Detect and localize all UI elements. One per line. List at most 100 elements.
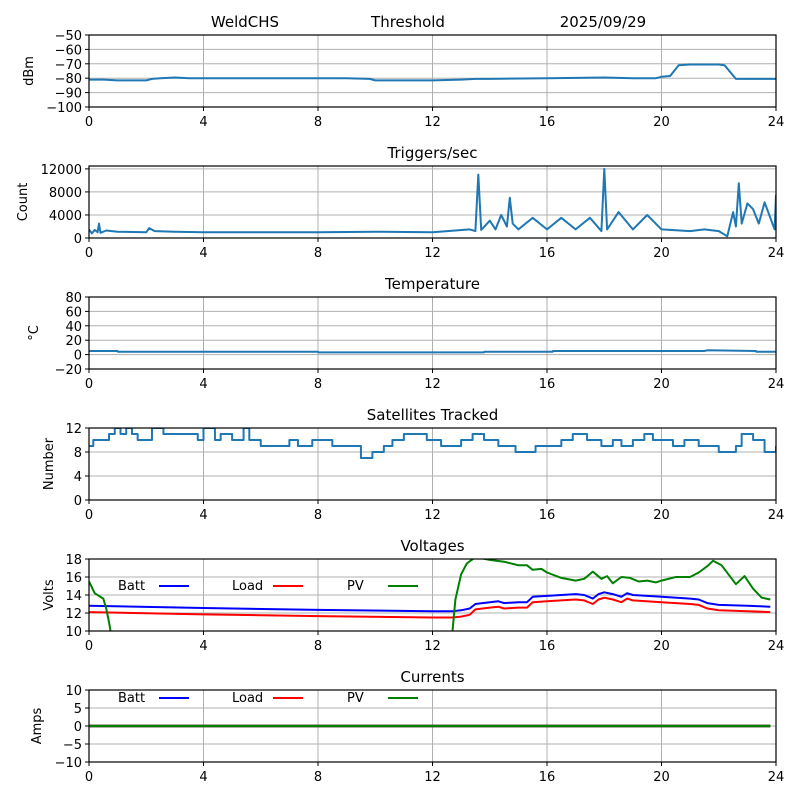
x-tick-label: 16 xyxy=(539,770,556,785)
panel-voltages: 0 4 8 12 16 20 24 10 12 14 16 18 Volts Voltages Batt Lo… xyxy=(42,537,784,654)
station-name: WeldCHS xyxy=(211,13,279,31)
x-tick-label: 8 xyxy=(314,377,322,392)
y-tick-label: 0 xyxy=(74,494,82,509)
legend-label-load: Load xyxy=(232,691,263,706)
y-tick-label: 60 xyxy=(65,305,82,320)
x-tick-label: 24 xyxy=(768,770,785,785)
panel-title: Satellites Tracked xyxy=(367,406,498,424)
y-tick-label: 4 xyxy=(74,470,82,485)
y-axis-label: °C xyxy=(27,325,42,341)
legend: Batt Load PV xyxy=(118,691,418,706)
y-tick-label: 5 xyxy=(74,702,82,717)
y-tick-label: −90 xyxy=(55,87,82,102)
x-tick-label: 20 xyxy=(653,377,670,392)
trigger-mode: Threshold xyxy=(370,13,445,31)
y-tick-label: 8000 xyxy=(49,186,82,201)
panel-currents: 0 4 8 12 16 20 24 −10 −5 0 5 10 Amps Currents Batt Load… xyxy=(30,668,784,785)
panel-title: Triggers/sec xyxy=(387,144,478,162)
x-tick-label: 12 xyxy=(424,246,441,261)
y-tick-label: 12 xyxy=(65,422,82,437)
x-tick-label: 0 xyxy=(85,508,93,523)
panel-title: Temperature xyxy=(384,275,480,293)
x-tick-label: 12 xyxy=(424,377,441,392)
y-tick-label: 0 xyxy=(74,349,82,364)
x-tick-label: 0 xyxy=(85,770,93,785)
y-tick-label: −5 xyxy=(63,738,82,753)
y-tick-label: 14 xyxy=(65,589,82,604)
legend-label-load: Load xyxy=(232,579,263,594)
x-tick-label: 24 xyxy=(768,115,785,130)
x-tick-label: 8 xyxy=(314,508,322,523)
y-axis-label: Number xyxy=(42,437,57,490)
y-tick-label: −50 xyxy=(55,29,82,44)
panel-signal: 0 4 8 12 16 20 24 −100−90−80−70−60−50 dBm xyxy=(22,29,784,130)
figure-header: WeldCHS Threshold 2025/09/29 xyxy=(211,13,646,31)
legend: Batt Load PV xyxy=(118,579,418,594)
y-tick-label: −60 xyxy=(55,43,82,58)
y-tick-label: 40 xyxy=(65,320,82,335)
x-tick-label: 8 xyxy=(314,639,322,654)
series-line-signal xyxy=(89,63,776,82)
series-line-triggers xyxy=(89,167,776,238)
y-tick-label: −80 xyxy=(55,72,82,87)
y-tick-label: 16 xyxy=(65,571,82,586)
y-axis-label: Volts xyxy=(42,579,57,611)
x-tick-label: 12 xyxy=(424,770,441,785)
panel-title: Currents xyxy=(400,668,464,686)
plot-area xyxy=(89,428,776,459)
x-tick-label: 16 xyxy=(539,115,556,130)
y-tick-label: 10 xyxy=(65,625,82,640)
legend-label-batt: Batt xyxy=(118,579,145,594)
legend-label-pv: PV xyxy=(347,579,364,594)
x-tick-label: 16 xyxy=(539,639,556,654)
panel-triggers: 0 4 8 12 16 20 24 0 4000 8000 12000 Count Triggers/s… xyxy=(16,144,784,261)
y-tick-label: 18 xyxy=(65,553,82,568)
panel-title: Voltages xyxy=(400,537,464,555)
x-tick-label: 20 xyxy=(653,115,670,130)
panel-satellites: 0 4 8 12 16 20 24 0 4 8 12 Number Satellites Tracked xyxy=(42,406,784,523)
x-tick-label: 8 xyxy=(314,770,322,785)
y-tick-label: 8 xyxy=(74,446,82,461)
legend-label-batt: Batt xyxy=(118,691,145,706)
x-tick-label: 16 xyxy=(539,508,556,523)
x-tick-label: 24 xyxy=(768,639,785,654)
y-axis-label: Amps xyxy=(30,707,45,744)
y-tick-label: 80 xyxy=(65,291,82,306)
x-tick-label: 0 xyxy=(85,115,93,130)
series-line-batt xyxy=(89,591,771,613)
x-tick-label: 0 xyxy=(85,639,93,654)
y-tick-label: −10 xyxy=(55,756,82,771)
legend-label-pv: PV xyxy=(347,691,364,706)
y-tick-label: 12 xyxy=(65,607,82,622)
x-tick-label: 20 xyxy=(653,770,670,785)
x-tick-label: 24 xyxy=(768,377,785,392)
series-line-pv xyxy=(89,581,112,631)
x-tick-label: 4 xyxy=(199,115,207,130)
x-tick-label: 0 xyxy=(85,377,93,392)
x-tick-label: 4 xyxy=(199,770,207,785)
x-tick-label: 4 xyxy=(199,639,207,654)
y-axis-label: dBm xyxy=(22,56,37,86)
y-tick-label: 10 xyxy=(65,684,82,699)
series-line-pv xyxy=(451,559,771,631)
x-tick-label: 20 xyxy=(653,508,670,523)
y-tick-label: 0 xyxy=(74,720,82,735)
x-tick-label: 20 xyxy=(653,639,670,654)
x-tick-label: 24 xyxy=(768,508,785,523)
x-tick-label: 24 xyxy=(768,246,785,261)
x-tick-label: 12 xyxy=(424,508,441,523)
x-tick-label: 16 xyxy=(539,377,556,392)
x-tick-label: 0 xyxy=(85,246,93,261)
x-tick-label: 8 xyxy=(314,115,322,130)
y-tick-label: 20 xyxy=(65,334,82,349)
plot-area xyxy=(89,167,776,238)
x-tick-label: 4 xyxy=(199,377,207,392)
y-tick-label: 12000 xyxy=(41,163,82,178)
x-tick-label: 4 xyxy=(199,246,207,261)
series-line-load xyxy=(89,596,771,619)
plot-area xyxy=(89,349,776,354)
report-date: 2025/09/29 xyxy=(560,13,646,31)
x-tick-label: 8 xyxy=(314,246,322,261)
